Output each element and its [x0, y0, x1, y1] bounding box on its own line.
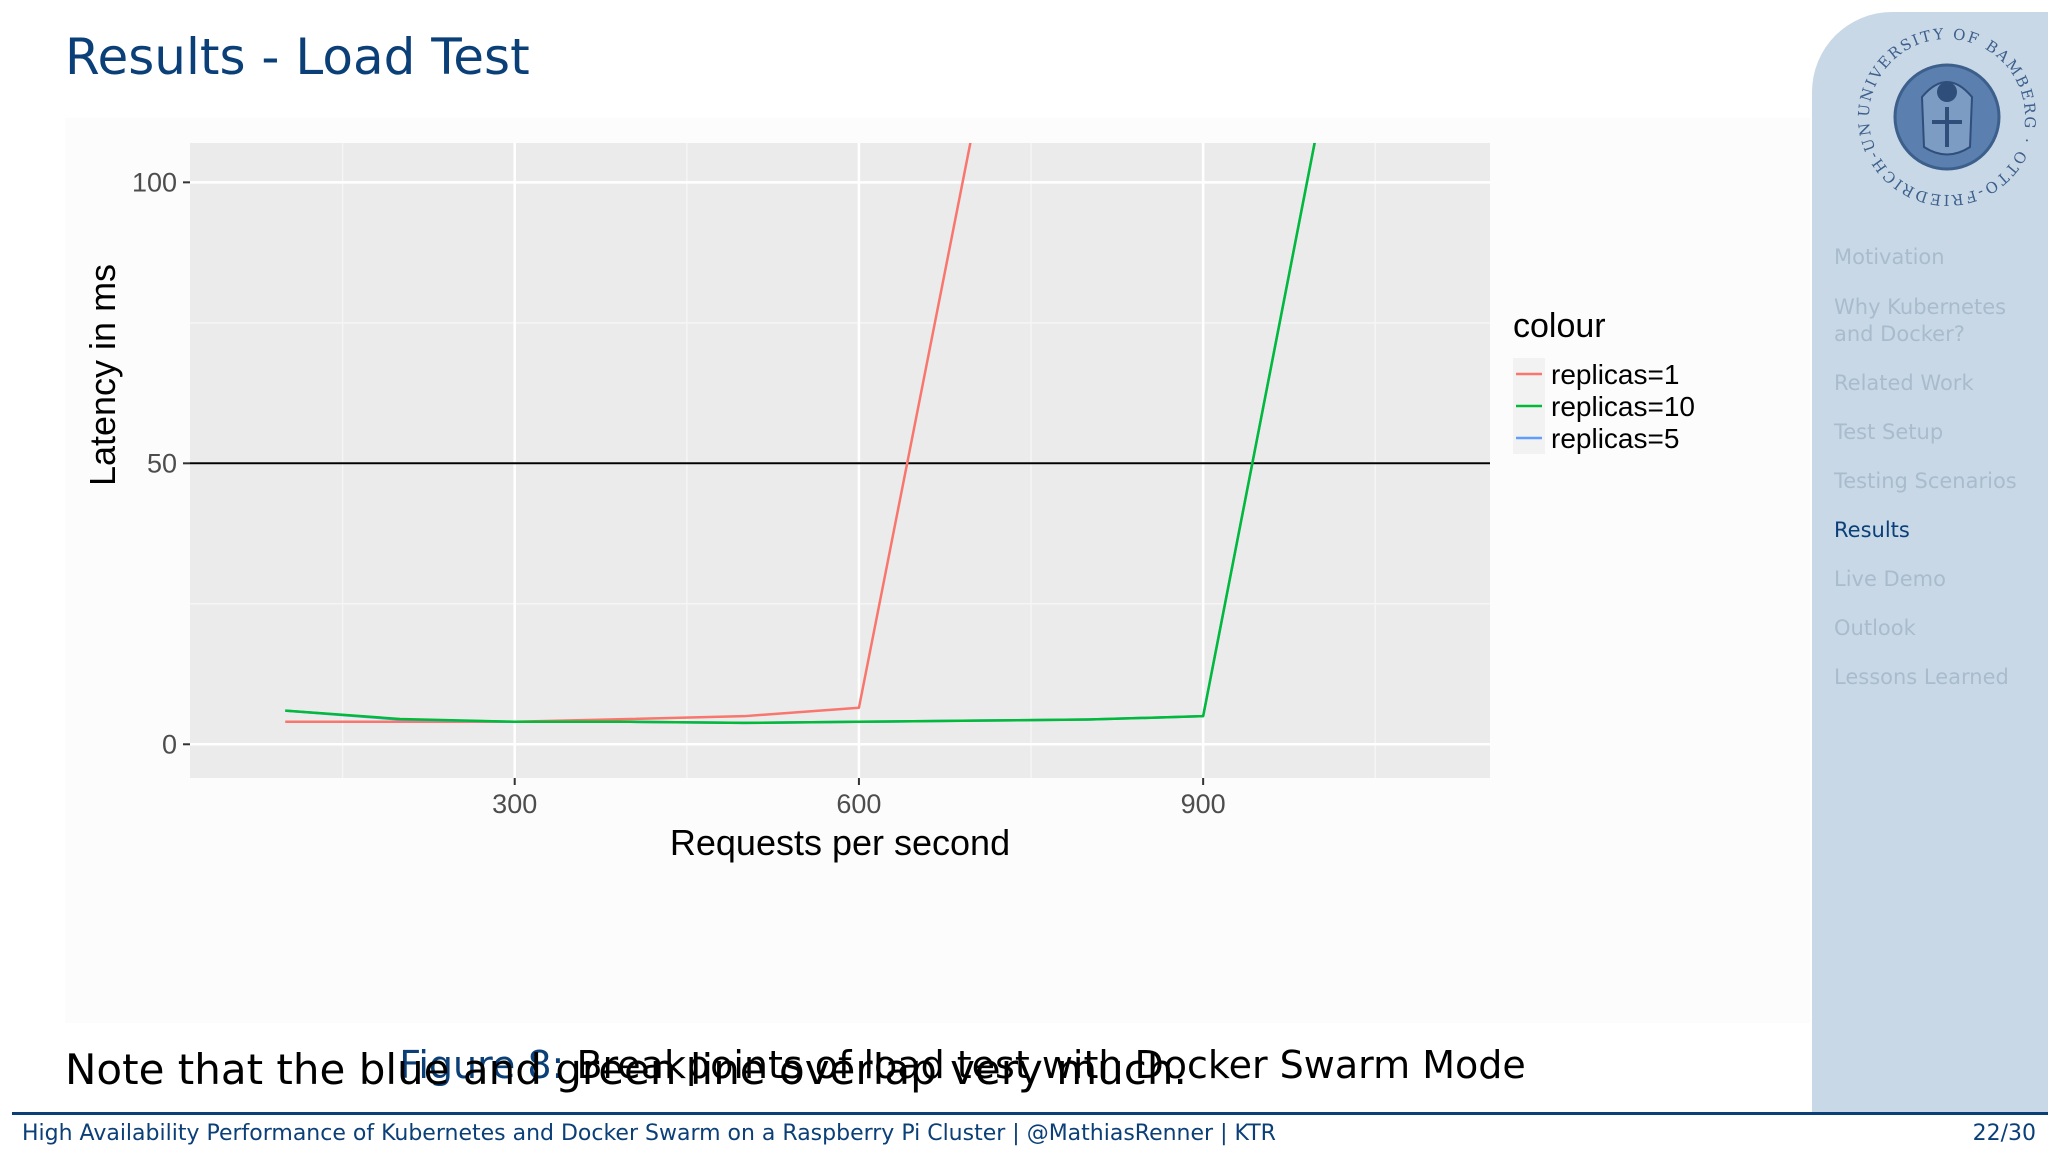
y-tick-label: 0 — [162, 729, 177, 759]
slide-title: Results - Load Test — [65, 28, 530, 86]
legend-title: colour — [1513, 307, 1606, 345]
series-group — [285, 143, 1316, 725]
y-tick-label: 50 — [147, 448, 177, 478]
figure-caption-text: Breakpoints of load test with Docker Swa… — [576, 1043, 1526, 1087]
y-axis-title: Latency in ms — [82, 264, 123, 486]
sidebar: UNIVERSITY OF BAMBERG · OTTO-FRIEDRICH-U… — [1812, 12, 2048, 1112]
sidebar-item-results[interactable]: Results — [1834, 518, 1910, 542]
footer-rule — [12, 1112, 2048, 1115]
series-line-replicas-1 — [285, 143, 972, 724]
sidebar-item-test-setup[interactable]: Test Setup — [1834, 420, 1944, 444]
figure-label: Figure 8: — [399, 1043, 565, 1087]
figure-caption: Figure 8: Breakpoints of load test with … — [65, 1043, 1860, 1087]
x-tick-label: 300 — [492, 789, 537, 819]
sidebar-item-lessons-learned[interactable]: Lessons Learned — [1834, 665, 2009, 689]
footer-text: High Availability Performance of Kuberne… — [22, 1121, 1276, 1146]
legend-label-replicas-10: replicas=10 — [1551, 391, 1695, 422]
slide-note: Note that the blue and green line overla… — [65, 1045, 1187, 1094]
university-seal-icon: UNIVERSITY OF BAMBERG · OTTO-FRIEDRICH-U… — [1852, 22, 2038, 209]
plot-panel — [190, 143, 1490, 778]
x-tick-label: 900 — [1181, 789, 1226, 819]
sidebar-item-testing-scenarios[interactable]: Testing Scenarios — [1834, 469, 2017, 493]
y-tick-label: 100 — [132, 167, 177, 197]
series-line-replicas-10 — [285, 143, 1316, 725]
x-axis-title: Requests per second — [670, 822, 1010, 863]
sidebar-item-why-kubernetes-and-docker[interactable]: Why Kubernetes and Docker? — [1834, 295, 2007, 346]
sidebar-item-live-demo[interactable]: Live Demo — [1834, 567, 1946, 591]
legend-label-replicas-5: replicas=5 — [1551, 423, 1679, 454]
page-number: 22/30 — [1972, 1121, 2036, 1146]
axis-ticks: 300 600 900 0 50 100 — [132, 167, 1226, 819]
figure: 300 600 900 0 50 100 Requests per second Late… — [65, 118, 1810, 1087]
latency-chart: 300 600 900 0 50 100 Requests per second Late… — [82, 143, 1695, 863]
x-tick-label: 600 — [836, 789, 881, 819]
sidebar-item-motivation[interactable]: Motivation — [1834, 245, 1945, 269]
grid-minor — [190, 143, 1490, 778]
sidebar-item-outlook[interactable]: Outlook — [1834, 616, 1916, 640]
sidebar-item-related-work[interactable]: Related Work — [1834, 371, 1974, 395]
legend-label-replicas-1: replicas=1 — [1551, 359, 1679, 390]
